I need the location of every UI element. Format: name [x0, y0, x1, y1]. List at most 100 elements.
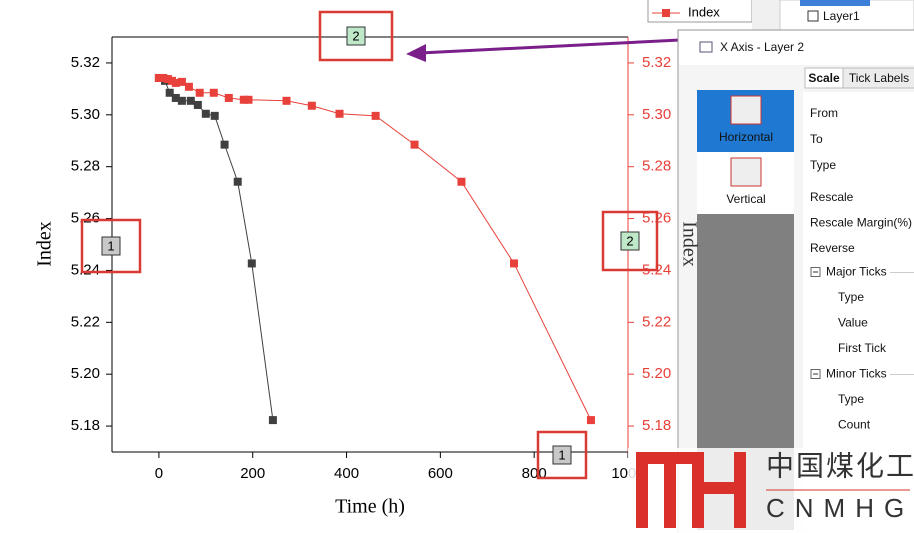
setting-label: First Tick: [838, 341, 887, 355]
group-title: Minor Ticks: [826, 367, 887, 381]
marker-badge: [552, 445, 572, 465]
x-axis-title: Time (h): [335, 496, 405, 518]
setting-label: Type: [810, 158, 836, 172]
highlight-box: [318, 10, 394, 62]
watermark-logo: [636, 452, 648, 528]
setting-label: Count: [838, 418, 871, 432]
y-tick-label: 5.26: [71, 210, 100, 227]
watermark-logo: [676, 452, 692, 464]
highlight-box: [536, 430, 588, 480]
view-icon: [730, 157, 762, 187]
data-point: [586, 416, 595, 425]
data-point: [171, 93, 180, 102]
data-point: [163, 75, 172, 84]
y-tick-label: 5.22: [71, 313, 100, 330]
data-point: [210, 111, 219, 120]
data-point: [177, 77, 186, 86]
watermark-cn: 中国煤化工: [766, 450, 914, 481]
data-point: [282, 96, 291, 105]
data-point: [510, 259, 519, 268]
x-tick-label: 600: [428, 465, 453, 482]
highlight-box: [601, 210, 659, 272]
data-point: [457, 177, 466, 186]
data-point: [244, 95, 253, 104]
data-point: [268, 416, 277, 425]
y-tick-label: 5.32: [71, 54, 100, 71]
data-point: [410, 140, 419, 149]
legend-symbol: [662, 9, 670, 17]
data-point: [177, 96, 186, 105]
data-point: [247, 259, 256, 268]
tab-label[interactable]: Scale: [808, 71, 840, 85]
marker-badge: [101, 236, 121, 256]
watermark-logo: [700, 482, 744, 494]
dialog-titlebar: [679, 31, 914, 65]
x-tick-label: 0: [155, 465, 163, 482]
tab-label[interactable]: Tick Labels: [849, 71, 909, 85]
x-tick-label: 400: [334, 465, 359, 482]
highlight-box: [80, 218, 142, 274]
data-point: [195, 88, 204, 97]
view-label[interactable]: Vertical: [726, 192, 765, 206]
setting-label: Type: [838, 290, 864, 304]
y2-tick-label: 5.18: [642, 417, 671, 434]
data-point: [335, 109, 344, 118]
y2-tick-label: 5.30: [642, 106, 671, 123]
y2-axis-title: Index: [678, 221, 700, 267]
watermark-logo: [664, 452, 676, 528]
y-tick-label: 5.30: [71, 106, 100, 123]
tab[interactable]: [842, 67, 914, 89]
y-tick-label: 5.18: [71, 417, 100, 434]
data-point: [307, 101, 316, 110]
marker-label: 2: [352, 28, 359, 43]
setting-label: Rescale Margin(%): [810, 216, 912, 230]
data-point: [159, 73, 168, 82]
watermark-logo: [734, 452, 746, 528]
marker-label: 1: [107, 238, 114, 253]
marker-badge: [620, 231, 640, 251]
x-tick-label: 200: [240, 465, 265, 482]
y2-tick-label: 5.28: [642, 158, 671, 175]
data-point: [220, 140, 229, 149]
setting-label: To: [810, 132, 823, 146]
group-title: Major Ticks: [826, 265, 887, 279]
setting-label: Rescale: [810, 190, 854, 204]
setting-label: Value: [838, 316, 868, 330]
data-point: [224, 93, 233, 102]
data-point: [239, 95, 248, 104]
setting-label: Type: [838, 392, 864, 406]
data-point: [186, 96, 195, 105]
data-point: [233, 177, 242, 186]
y2-tick-label: 5.22: [642, 313, 671, 330]
watermark-en: CNMHG: [766, 493, 914, 523]
view-label[interactable]: Horizontal: [719, 130, 773, 144]
setting-label: Reverse: [810, 241, 855, 255]
arrow: [419, 38, 681, 55]
data-point: [154, 73, 163, 82]
data-point: [209, 88, 218, 97]
y-tick-label: 5.28: [71, 158, 100, 175]
setting-label: From: [810, 106, 838, 120]
data-point: [371, 111, 380, 120]
watermark-logo: [692, 452, 704, 528]
tree-check: [807, 10, 819, 22]
dialog-title: X Axis - Layer 2: [720, 40, 804, 54]
y-axis-title: Index: [34, 221, 56, 267]
data-point: [165, 88, 174, 97]
tree-selected: [800, 0, 870, 6]
y-tick-label: 5.24: [71, 261, 100, 278]
y-tick-label: 5.20: [71, 365, 100, 382]
data-point: [171, 78, 180, 87]
data-point: [193, 100, 202, 109]
marker-label: 1: [558, 447, 565, 462]
marker-label: 2: [626, 233, 633, 248]
dialog-icon: [699, 41, 713, 53]
arrow-head: [406, 44, 426, 62]
x-tick-label: 800: [522, 465, 547, 482]
legend-label: Index: [688, 4, 720, 19]
marker-badge: [346, 26, 366, 46]
view-icon: [730, 95, 762, 125]
data-point: [201, 109, 210, 118]
data-point: [184, 82, 193, 91]
